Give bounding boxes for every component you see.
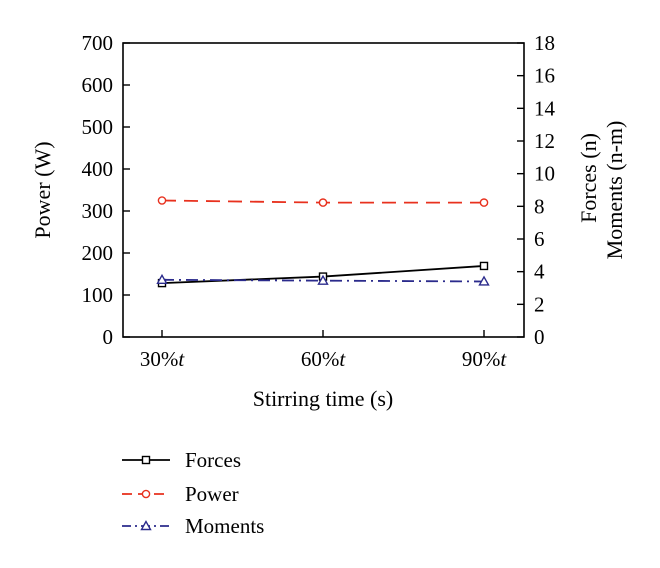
plot-border [122,42,525,338]
left-tick-label: 0 [103,325,114,349]
right-tick-label: 4 [534,260,545,284]
x-tick-label: 30%t [140,347,186,371]
right-tick-label: 10 [534,162,555,186]
data-point-power [157,196,167,205]
left-tick-label: 200 [82,241,114,265]
right-axis: 0 2 4 6 8 10 12 14 16 18 [517,31,556,349]
left-tick-label: 400 [82,157,114,181]
legend-marker-power [141,489,151,499]
legend: Forces Power Moments [122,448,264,538]
left-tick-label: 700 [82,31,114,55]
x-axis: 30%t 60%t 90%t [140,330,508,371]
right-tick-label: 6 [534,227,545,251]
legend-label-forces: Forces [185,448,241,472]
left-tick-label: 300 [82,199,114,223]
series-moments [156,273,490,286]
right-tick-label: 8 [534,194,545,218]
series-layer [156,196,490,288]
right-tick-label: 16 [534,64,555,88]
data-point-moments [156,273,168,285]
series-power [157,196,489,207]
right-tick-label: 12 [534,129,555,153]
plot-frame [122,42,525,338]
legend-label-power: Power [185,482,239,506]
data-point-forces [479,261,489,271]
right-axis-label-moments: Moments (n-m) [602,121,627,260]
legend-marker-forces [141,455,151,465]
data-point-moments [317,274,329,285]
legend-label-moments: Moments [185,514,264,538]
x-axis-label: Stirring time (s) [253,386,394,411]
data-point-power [479,198,489,207]
x-tick-label: 90%t [462,347,508,371]
right-tick-label: 14 [534,96,556,120]
left-tick-label: 600 [82,73,114,97]
right-tick-label: 2 [534,292,545,316]
data-point-power [318,198,328,207]
left-tick-label: 100 [82,283,114,307]
legend-marker-moments [140,520,152,531]
legend-item-moments: Moments [122,514,264,538]
x-tick-label: 60%t [301,347,347,371]
left-axis: 0 100 200 300 400 500 600 700 [82,31,130,349]
data-point-moments [478,275,490,286]
legend-item-forces: Forces [122,448,241,472]
legend-item-power: Power [122,482,239,506]
right-tick-label: 18 [534,31,555,55]
left-tick-label: 500 [82,115,114,139]
right-axis-label-forces: Forces (n) [576,133,601,223]
right-tick-label: 0 [534,325,545,349]
left-axis-label: Power (W) [30,141,55,238]
